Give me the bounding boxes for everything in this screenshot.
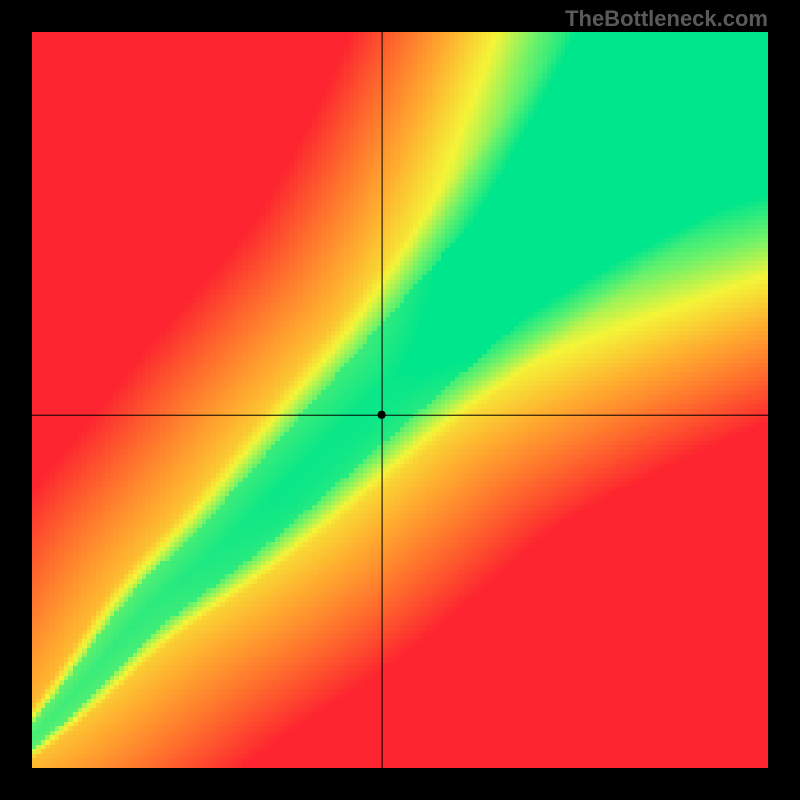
chart-container: { "type": "heatmap", "image_size": { "wi…: [0, 0, 800, 800]
bottleneck-heatmap: [32, 32, 768, 768]
watermark-text: TheBottleneck.com: [565, 6, 768, 32]
